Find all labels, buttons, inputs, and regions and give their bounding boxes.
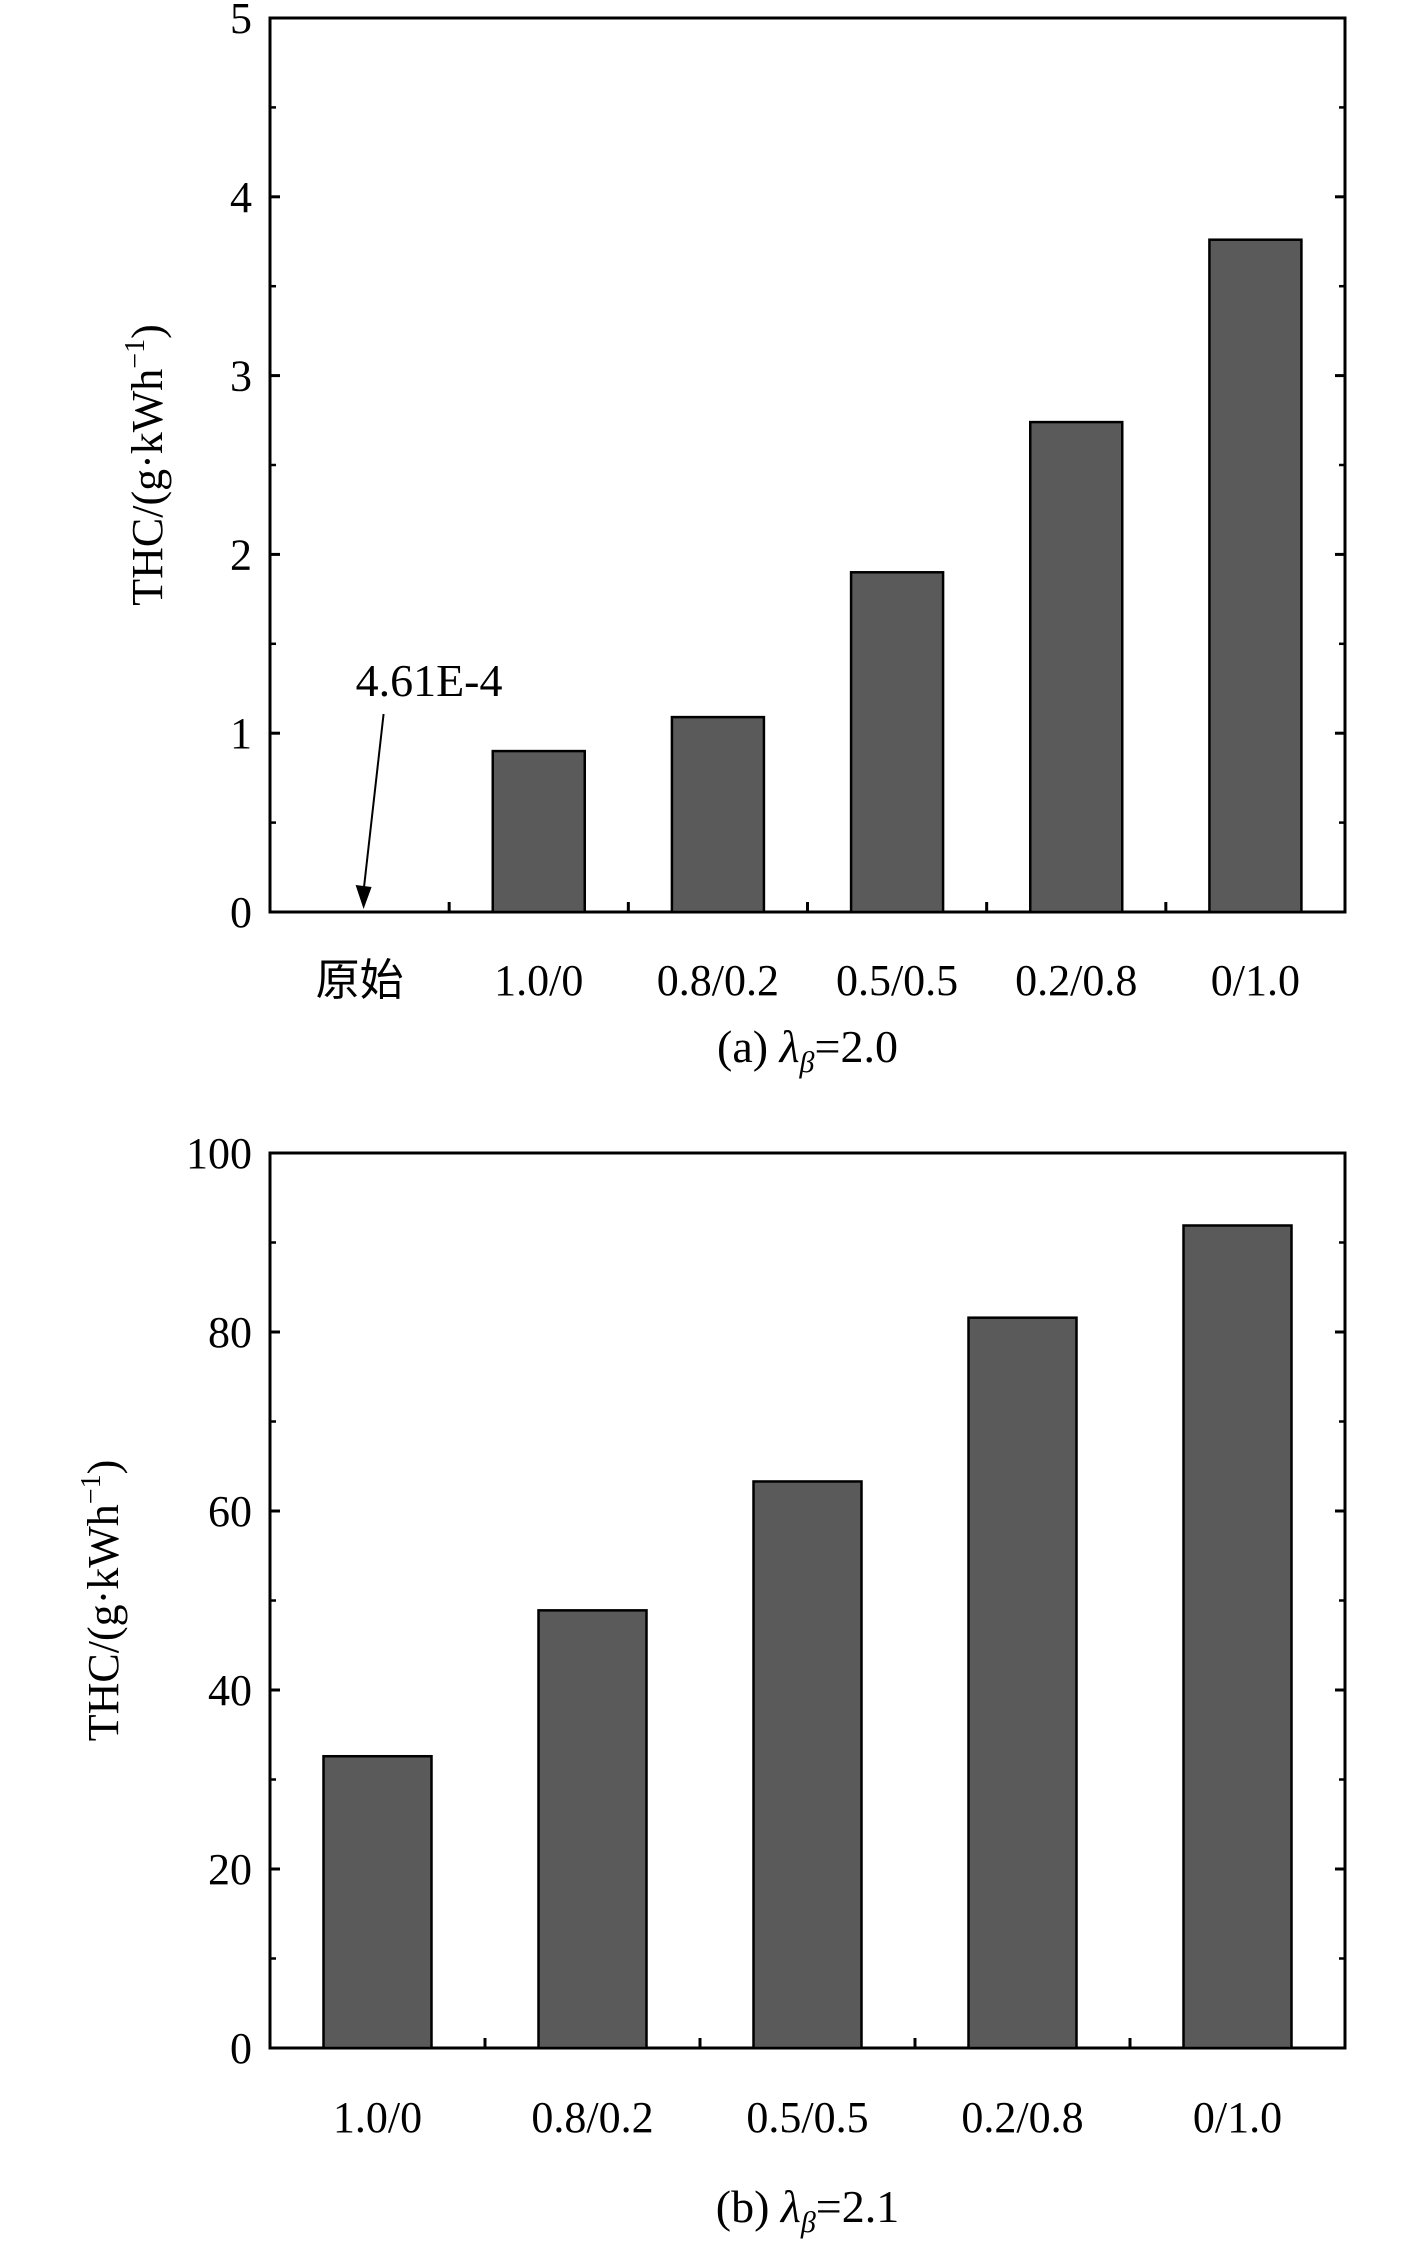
y-tick-label: 60 (208, 1487, 252, 1536)
x-tick-label: 1.0/0 (494, 956, 583, 1005)
subplot-caption: (a) λβ=2.0 (717, 1021, 898, 1079)
x-tick-label: 0.5/0.5 (836, 956, 958, 1005)
caption-prefix: (a) (717, 1021, 780, 1072)
bar (537, 1609, 648, 2050)
caption-lambda: λ (779, 2181, 801, 2232)
x-tick-label: 0.5/0.5 (746, 2093, 868, 2142)
bar (752, 1480, 863, 2050)
y-tick-label: 3 (230, 352, 252, 401)
y-axis-title: THC/(g·kWh−1) (76, 1460, 128, 1742)
annotation-arrowhead (355, 885, 372, 909)
y-tick-label: 20 (208, 1845, 252, 1894)
y-tick-label: 4 (230, 173, 252, 222)
y-axis-title-close: ) (79, 1460, 128, 1475)
y-axis-title: THC/(g·kWh−1) (120, 324, 172, 606)
x-tick-label: 0/1.0 (1193, 2093, 1282, 2142)
y-tick-label: 2 (230, 530, 252, 579)
bar (670, 715, 766, 914)
y-tick-label: 5 (230, 0, 252, 43)
x-tick-label: 0.2/0.8 (1015, 956, 1137, 1005)
x-tick-label: 原始 (316, 956, 404, 1005)
y-tick-label: 80 (208, 1308, 252, 1357)
caption-prefix: (b) (716, 2181, 781, 2232)
bar (491, 749, 586, 914)
bar (1208, 238, 1303, 914)
bar (1182, 1224, 1293, 2050)
y-axis-title-sup: −1 (120, 339, 151, 369)
x-tick-label: 0/1.0 (1211, 956, 1300, 1005)
chart-a: 0 1 2 3 4 5 原始 1.0/0 0.8/0.2 0.5/0.5 0.2/0.8 0/1.0 4… (120, 0, 1347, 1079)
y-tick-label: 0 (230, 2024, 252, 2073)
subplot-caption: (b) λβ=2.1 (716, 2181, 899, 2239)
caption-suffix: =2.0 (815, 1021, 898, 1072)
annotation-label: 4.61E-4 (356, 655, 503, 706)
plot-frame (268, 16, 1347, 914)
x-tick-label: 1.0/0 (333, 2093, 422, 2142)
chart-b: 0 20 40 60 80 100 1.0/0 0.8/0.2 0.5/0.5 0.2/0.8 0/… (76, 1129, 1347, 2239)
x-tick-label: 0.8/0.2 (657, 956, 779, 1005)
bar (1029, 420, 1124, 914)
y-tick-label: 40 (208, 1666, 252, 1715)
x-tick-label: 0.2/0.8 (961, 2093, 1083, 2142)
caption-suffix: =2.1 (816, 2181, 899, 2232)
caption-sub: β (799, 1046, 815, 1079)
caption-lambda: λ (778, 1021, 800, 1072)
y-axis-title-close: ) (123, 324, 172, 339)
caption-sub: β (800, 2206, 816, 2239)
y-tick-label: 1 (230, 709, 252, 758)
bar (967, 1316, 1078, 2050)
y-tick-label: 0 (230, 888, 252, 937)
annotation-arrow-line (362, 713, 385, 892)
y-tick-label: 100 (186, 1129, 252, 1178)
y-axis-title-main: THC/(g·kWh (79, 1504, 128, 1741)
x-tick-label: 0.8/0.2 (531, 2093, 653, 2142)
bar (849, 571, 945, 914)
y-axis-title-main: THC/(g·kWh (123, 369, 172, 606)
y-axis-title-sup: −1 (76, 1474, 107, 1504)
bar (322, 1754, 433, 2050)
